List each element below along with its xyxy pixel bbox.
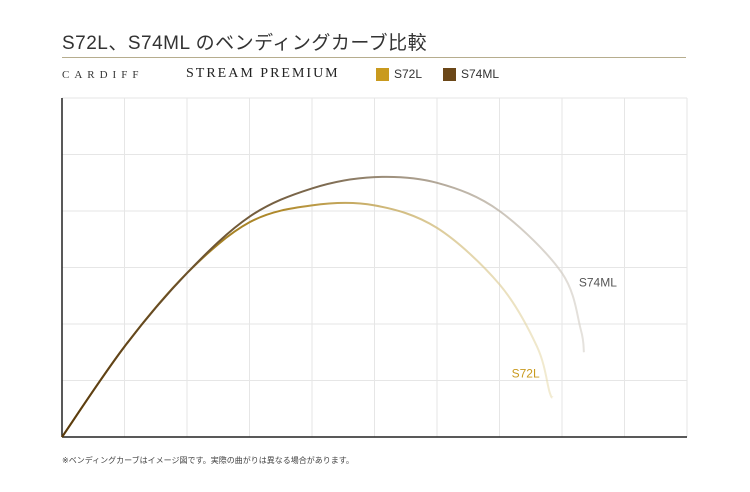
brand-name: CARDIFF [62,69,144,81]
legend-item-s72l: S72L [376,66,422,82]
legend-swatch-s72l [376,67,389,81]
title-divider [62,57,686,58]
legend-swatch-s74ml [443,67,456,81]
disclaimer-note: ※ベンディングカーブはイメージ図です。実際の曲がりは異なる場合があります。 [62,456,354,465]
product-name: STREAM PREMIUM [186,66,340,81]
legend-item-s74ml: S74ML [443,66,499,82]
legend-label-s72l: S72L [394,67,423,81]
series-label-s74ml: S74ML [579,275,617,289]
series-line-s72l [61,201,554,438]
series-line-s74ml [61,175,585,438]
legend-label-s74ml: S74ML [461,67,500,81]
series-label-s72l: S72L [512,366,540,380]
grid [62,97,688,437]
chart-title: S72L、S74ML のベンディングカーブ比較 [62,33,428,54]
